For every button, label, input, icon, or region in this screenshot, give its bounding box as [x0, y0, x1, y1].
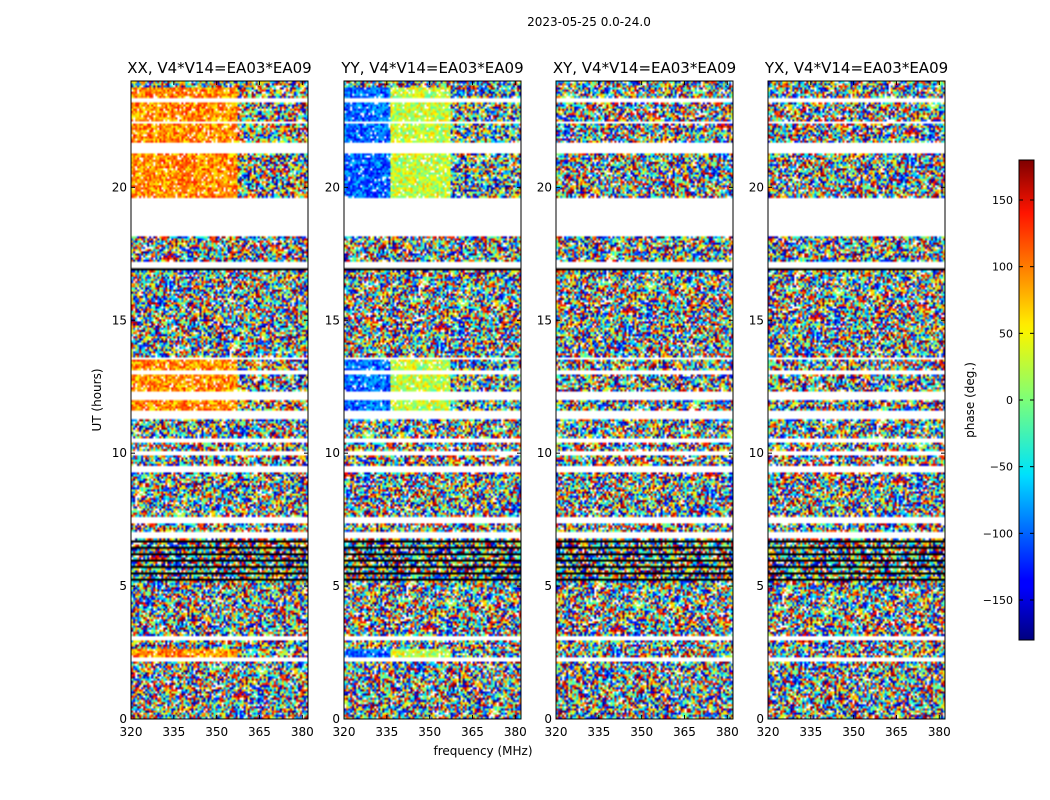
x-tick-label: 380: [291, 725, 314, 739]
panel-0: XX, V4*V14=EA03*EA09 0 5 10 15 20 320 335 350 365…: [112, 59, 314, 739]
y-tick-label: 10: [325, 446, 340, 460]
y-axis-label: UT (hours): [90, 368, 104, 431]
panel-frame: [130, 80, 309, 720]
x-tick-label: 320: [120, 725, 143, 739]
colorbar-tick-label: 100: [992, 261, 1013, 274]
x-tick-label: 335: [587, 725, 610, 739]
x-tick-label: 335: [799, 725, 822, 739]
y-tick-label: 20: [112, 180, 127, 194]
x-tick-label: 320: [757, 725, 780, 739]
panels: XX, V4*V14=EA03*EA09 0 5 10 15 20 320 335 350 365…: [112, 59, 951, 739]
y-tick-label: 5: [119, 579, 127, 593]
y-tick-label: 15: [112, 313, 127, 327]
y-tick-label: 5: [544, 579, 552, 593]
x-axis-label: frequency (MHz): [433, 744, 532, 758]
y-tick-label: 0: [544, 712, 552, 726]
x-tick-label: 320: [333, 725, 356, 739]
x-tick-label: 350: [418, 725, 441, 739]
y-tick-label: 15: [537, 313, 552, 327]
panel-title: YY, V4*V14=EA03*EA09: [340, 59, 523, 77]
x-tick-label: 335: [375, 725, 398, 739]
y-tick-label: 20: [325, 180, 340, 194]
colorbar-tick-label: 150: [992, 194, 1013, 207]
x-tick-label: 380: [716, 725, 739, 739]
y-tick-label: 10: [537, 446, 552, 460]
colorbar-label: phase (deg.): [963, 362, 977, 438]
colorbar-tick-label: −150: [983, 594, 1013, 607]
y-tick-label: 10: [749, 446, 764, 460]
x-tick-label: 365: [248, 725, 271, 739]
y-tick-label: 20: [537, 180, 552, 194]
colorbar-tick-label: 50: [999, 327, 1013, 340]
panel-1: YY, V4*V14=EA03*EA09 0 5 10 15 20 320 335 350 365…: [325, 59, 527, 739]
panel-3: YX, V4*V14=EA03*EA09 0 5 10 15 20 320 335 350 365…: [749, 59, 951, 739]
x-tick-label: 380: [504, 725, 527, 739]
y-tick-label: 5: [332, 579, 340, 593]
panel-frame: [555, 80, 734, 720]
y-tick-label: 20: [749, 180, 764, 194]
heatmap-image: [556, 81, 733, 719]
panel-frame: [767, 80, 946, 720]
colorbar: −150 −100 −50 0 50 100 150 phase (deg.): [963, 159, 1035, 641]
y-tick-label: 10: [112, 446, 127, 460]
panel-frame: [343, 80, 522, 720]
x-tick-label: 365: [885, 725, 908, 739]
x-tick-label: 365: [461, 725, 484, 739]
heatmap-image: [131, 81, 308, 719]
panel-title: XY, V4*V14=EA03*EA09: [553, 59, 736, 77]
y-tick-label: 5: [756, 579, 764, 593]
y-tick-label: 15: [325, 313, 340, 327]
panel-title: XX, V4*V14=EA03*EA09: [127, 59, 311, 77]
y-tick-label: 0: [756, 712, 764, 726]
panel-title: YX, V4*V14=EA03*EA09: [764, 59, 948, 77]
panel-2: XY, V4*V14=EA03*EA09 0 5 10 15 20 320 335 350 365…: [537, 59, 739, 739]
heatmap-image: [768, 81, 945, 719]
colorbar-tick-label: −50: [990, 461, 1013, 474]
y-tick-label: 15: [749, 313, 764, 327]
x-tick-label: 365: [673, 725, 696, 739]
x-tick-label: 350: [205, 725, 228, 739]
figure-suptitle: 2023-05-25 0.0-24.0: [527, 15, 651, 29]
x-tick-label: 320: [545, 725, 568, 739]
x-tick-label: 335: [162, 725, 185, 739]
x-tick-label: 380: [928, 725, 951, 739]
heatmap-image: [344, 81, 521, 719]
y-tick-label: 0: [332, 712, 340, 726]
x-tick-label: 350: [842, 725, 865, 739]
colorbar-tick-label: −100: [983, 527, 1013, 540]
x-tick-label: 350: [630, 725, 653, 739]
y-tick-label: 0: [119, 712, 127, 726]
colorbar-ticks: −150 −100 −50 0 50 100 150: [983, 194, 1034, 607]
colorbar-tick-label: 0: [1006, 394, 1013, 407]
